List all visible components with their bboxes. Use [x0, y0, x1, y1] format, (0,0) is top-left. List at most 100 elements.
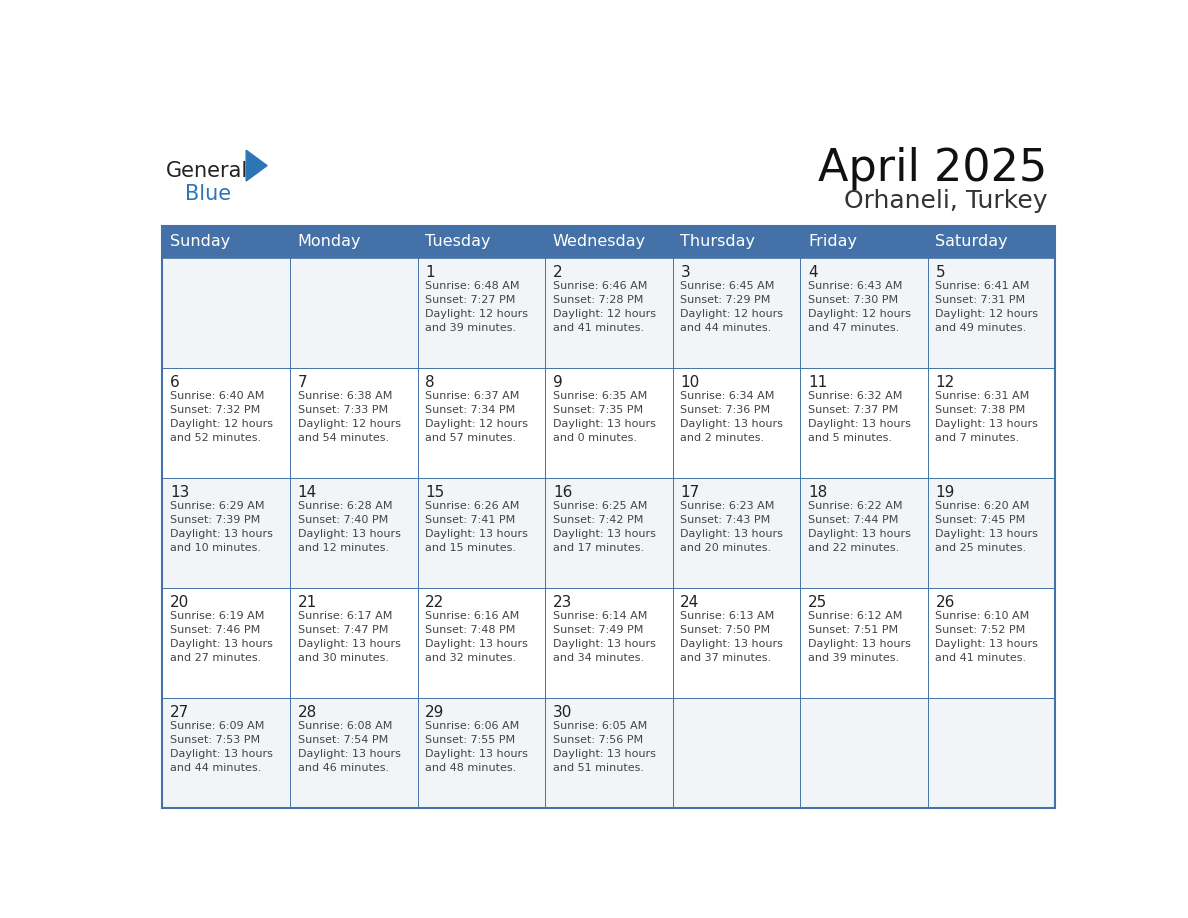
- Text: 12: 12: [935, 375, 955, 390]
- Text: 18: 18: [808, 485, 827, 499]
- Text: and 51 minutes.: and 51 minutes.: [552, 763, 644, 773]
- Text: Daylight: 13 hours: Daylight: 13 hours: [425, 749, 529, 758]
- Text: Daylight: 13 hours: Daylight: 13 hours: [552, 639, 656, 649]
- Text: 27: 27: [170, 705, 189, 720]
- Text: Sunset: 7:32 PM: Sunset: 7:32 PM: [170, 405, 260, 415]
- Text: Thursday: Thursday: [681, 234, 756, 250]
- Text: Daylight: 12 hours: Daylight: 12 hours: [808, 308, 911, 319]
- Text: and 41 minutes.: and 41 minutes.: [935, 653, 1026, 663]
- Text: 9: 9: [552, 375, 563, 390]
- Text: 14: 14: [298, 485, 317, 499]
- Text: Daylight: 13 hours: Daylight: 13 hours: [425, 529, 529, 539]
- Text: 21: 21: [298, 595, 317, 610]
- Text: 1: 1: [425, 265, 435, 280]
- Text: 30: 30: [552, 705, 573, 720]
- Text: Sunset: 7:44 PM: Sunset: 7:44 PM: [808, 515, 898, 525]
- Text: 3: 3: [681, 265, 690, 280]
- Text: Sunrise: 6:37 AM: Sunrise: 6:37 AM: [425, 391, 519, 401]
- Text: and 48 minutes.: and 48 minutes.: [425, 763, 517, 773]
- Text: and 12 minutes.: and 12 minutes.: [298, 543, 388, 553]
- Text: 8: 8: [425, 375, 435, 390]
- Text: and 25 minutes.: and 25 minutes.: [935, 543, 1026, 553]
- Text: and 2 minutes.: and 2 minutes.: [681, 432, 765, 442]
- Text: Sunrise: 6:19 AM: Sunrise: 6:19 AM: [170, 611, 265, 621]
- Text: and 57 minutes.: and 57 minutes.: [425, 432, 517, 442]
- Text: and 37 minutes.: and 37 minutes.: [681, 653, 771, 663]
- Text: Daylight: 13 hours: Daylight: 13 hours: [552, 419, 656, 429]
- Text: Daylight: 13 hours: Daylight: 13 hours: [681, 529, 783, 539]
- Text: 29: 29: [425, 705, 444, 720]
- Text: Wednesday: Wednesday: [552, 234, 646, 250]
- Text: Sunrise: 6:05 AM: Sunrise: 6:05 AM: [552, 721, 647, 731]
- Text: Sunset: 7:56 PM: Sunset: 7:56 PM: [552, 734, 643, 744]
- Text: Sunset: 7:39 PM: Sunset: 7:39 PM: [170, 515, 260, 525]
- Text: Daylight: 13 hours: Daylight: 13 hours: [298, 529, 400, 539]
- Text: Daylight: 13 hours: Daylight: 13 hours: [170, 639, 273, 649]
- Text: and 20 minutes.: and 20 minutes.: [681, 543, 771, 553]
- Text: 24: 24: [681, 595, 700, 610]
- Bar: [163, 478, 1055, 588]
- Text: Daylight: 13 hours: Daylight: 13 hours: [681, 419, 783, 429]
- Text: and 22 minutes.: and 22 minutes.: [808, 543, 899, 553]
- Text: Daylight: 12 hours: Daylight: 12 hours: [681, 308, 783, 319]
- Text: Daylight: 13 hours: Daylight: 13 hours: [935, 419, 1038, 429]
- Text: Sunrise: 6:22 AM: Sunrise: 6:22 AM: [808, 501, 903, 511]
- Text: 13: 13: [170, 485, 190, 499]
- Text: Sunset: 7:50 PM: Sunset: 7:50 PM: [681, 625, 771, 635]
- Polygon shape: [246, 151, 267, 181]
- Text: and 49 minutes.: and 49 minutes.: [935, 323, 1026, 332]
- Text: Sunrise: 6:25 AM: Sunrise: 6:25 AM: [552, 501, 647, 511]
- Text: Sunrise: 6:32 AM: Sunrise: 6:32 AM: [808, 391, 903, 401]
- Text: Sunset: 7:29 PM: Sunset: 7:29 PM: [681, 295, 771, 305]
- Text: Sunrise: 6:40 AM: Sunrise: 6:40 AM: [170, 391, 265, 401]
- Text: Sunrise: 6:34 AM: Sunrise: 6:34 AM: [681, 391, 775, 401]
- Text: Daylight: 12 hours: Daylight: 12 hours: [425, 308, 529, 319]
- Text: Sunrise: 6:13 AM: Sunrise: 6:13 AM: [681, 611, 775, 621]
- Text: Daylight: 12 hours: Daylight: 12 hours: [935, 308, 1038, 319]
- Text: and 30 minutes.: and 30 minutes.: [298, 653, 388, 663]
- Text: Sunset: 7:47 PM: Sunset: 7:47 PM: [298, 625, 388, 635]
- Text: and 15 minutes.: and 15 minutes.: [425, 543, 517, 553]
- Text: and 44 minutes.: and 44 minutes.: [681, 323, 772, 332]
- Bar: [163, 226, 1055, 808]
- Text: Daylight: 13 hours: Daylight: 13 hours: [808, 639, 911, 649]
- Text: 20: 20: [170, 595, 189, 610]
- Text: Daylight: 13 hours: Daylight: 13 hours: [935, 639, 1038, 649]
- Text: 5: 5: [935, 265, 946, 280]
- Text: General: General: [166, 161, 248, 181]
- Text: 15: 15: [425, 485, 444, 499]
- Text: 11: 11: [808, 375, 827, 390]
- Text: Daylight: 12 hours: Daylight: 12 hours: [552, 308, 656, 319]
- Text: Sunrise: 6:20 AM: Sunrise: 6:20 AM: [935, 501, 1030, 511]
- Text: Sunset: 7:46 PM: Sunset: 7:46 PM: [170, 625, 260, 635]
- Text: Sunset: 7:41 PM: Sunset: 7:41 PM: [425, 515, 516, 525]
- Bar: [163, 258, 1055, 368]
- Text: Daylight: 13 hours: Daylight: 13 hours: [298, 749, 400, 758]
- Text: Sunrise: 6:31 AM: Sunrise: 6:31 AM: [935, 391, 1030, 401]
- Text: Sunrise: 6:09 AM: Sunrise: 6:09 AM: [170, 721, 265, 731]
- Text: Sunrise: 6:08 AM: Sunrise: 6:08 AM: [298, 721, 392, 731]
- Text: and 27 minutes.: and 27 minutes.: [170, 653, 261, 663]
- Text: Daylight: 13 hours: Daylight: 13 hours: [170, 529, 273, 539]
- Text: and 41 minutes.: and 41 minutes.: [552, 323, 644, 332]
- Text: Sunset: 7:45 PM: Sunset: 7:45 PM: [935, 515, 1025, 525]
- Text: Sunset: 7:53 PM: Sunset: 7:53 PM: [170, 734, 260, 744]
- Text: Sunrise: 6:45 AM: Sunrise: 6:45 AM: [681, 281, 775, 291]
- Text: Sunrise: 6:29 AM: Sunrise: 6:29 AM: [170, 501, 265, 511]
- Text: Sunset: 7:33 PM: Sunset: 7:33 PM: [298, 405, 387, 415]
- Text: Tuesday: Tuesday: [425, 234, 491, 250]
- Bar: [163, 698, 1055, 808]
- Text: Sunset: 7:37 PM: Sunset: 7:37 PM: [808, 405, 898, 415]
- Text: and 52 minutes.: and 52 minutes.: [170, 432, 261, 442]
- Text: Sunrise: 6:35 AM: Sunrise: 6:35 AM: [552, 391, 647, 401]
- Text: Sunset: 7:31 PM: Sunset: 7:31 PM: [935, 295, 1025, 305]
- Text: April 2025: April 2025: [819, 147, 1048, 190]
- Text: Sunrise: 6:38 AM: Sunrise: 6:38 AM: [298, 391, 392, 401]
- Text: Sunrise: 6:28 AM: Sunrise: 6:28 AM: [298, 501, 392, 511]
- Text: 17: 17: [681, 485, 700, 499]
- Text: and 46 minutes.: and 46 minutes.: [298, 763, 388, 773]
- Text: Sunrise: 6:43 AM: Sunrise: 6:43 AM: [808, 281, 903, 291]
- Text: Sunday: Sunday: [170, 234, 230, 250]
- Text: 6: 6: [170, 375, 179, 390]
- Text: Sunset: 7:35 PM: Sunset: 7:35 PM: [552, 405, 643, 415]
